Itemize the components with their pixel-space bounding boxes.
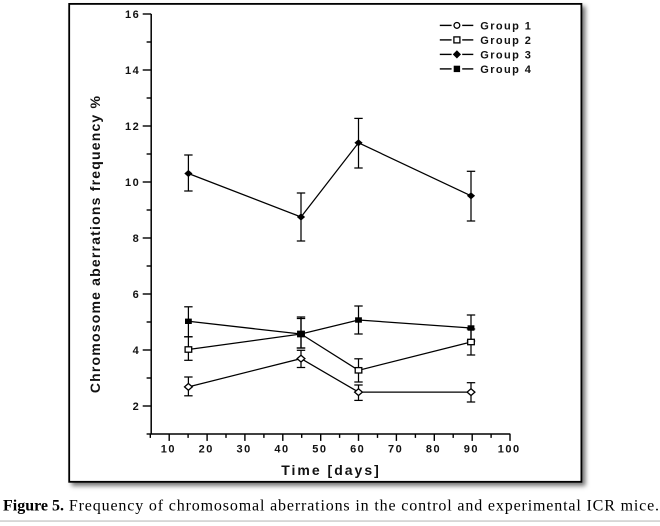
svg-text:Time [days]: Time [days] <box>281 462 381 478</box>
svg-text:100: 100 <box>498 444 521 456</box>
svg-text:6: 6 <box>133 289 141 301</box>
svg-text:Group 1: Group 1 <box>480 20 532 32</box>
svg-text:Chromosome aberrations frequen: Chromosome aberrations frequency % <box>87 95 103 393</box>
svg-text:16: 16 <box>125 9 140 21</box>
svg-text:80: 80 <box>426 444 441 456</box>
svg-text:Group 2: Group 2 <box>480 35 532 47</box>
svg-text:14: 14 <box>125 65 140 77</box>
svg-text:50: 50 <box>312 444 327 456</box>
svg-text:20: 20 <box>199 444 214 456</box>
svg-text:70: 70 <box>388 444 403 456</box>
svg-text:Group 4: Group 4 <box>480 64 532 76</box>
svg-text:10: 10 <box>161 444 176 456</box>
svg-text:4: 4 <box>133 345 141 357</box>
svg-text:10: 10 <box>125 177 140 189</box>
svg-text:90: 90 <box>464 444 479 456</box>
svg-text:Figure 5. Frequency of chromos: Figure 5. Frequency of chromosomal aberr… <box>3 498 660 515</box>
svg-text:60: 60 <box>350 444 365 456</box>
svg-text:Group 3: Group 3 <box>480 49 532 61</box>
svg-text:8: 8 <box>133 233 141 245</box>
svg-text:40: 40 <box>274 444 289 456</box>
svg-text:12: 12 <box>125 121 140 133</box>
svg-text:30: 30 <box>236 444 251 456</box>
svg-text:2: 2 <box>133 401 141 413</box>
